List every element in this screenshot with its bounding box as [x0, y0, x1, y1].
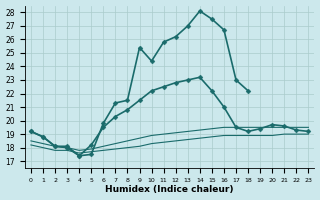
X-axis label: Humidex (Indice chaleur): Humidex (Indice chaleur) [105, 185, 234, 194]
